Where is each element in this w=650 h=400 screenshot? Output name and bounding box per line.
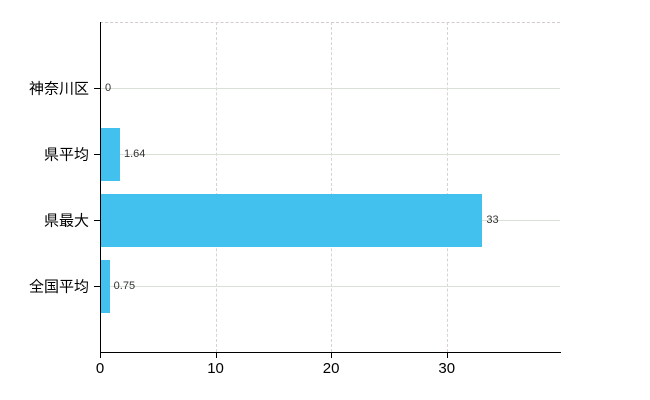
- y-tick-mark: [94, 154, 100, 155]
- y-axis-line: [100, 22, 101, 353]
- x-tick-mark: [215, 353, 217, 358]
- y-tick-mark: [94, 286, 100, 287]
- bar: [101, 127, 120, 181]
- category-label: 神奈川区: [28, 80, 89, 98]
- category-label: 県平均: [43, 146, 89, 164]
- x-tick-label: 30: [438, 360, 456, 377]
- x-tick-label: 20: [322, 360, 340, 377]
- value-label: 33: [486, 214, 499, 226]
- h-gridline: [100, 88, 560, 89]
- plot-top-border: [100, 22, 560, 23]
- x-tick-label: 0: [95, 360, 105, 377]
- v-gridline: [215, 22, 217, 352]
- bar: [101, 193, 483, 247]
- x-axis-line: [100, 352, 561, 353]
- value-label: 0.75: [113, 280, 136, 292]
- v-gridline: [446, 22, 448, 352]
- value-label: 0: [105, 82, 112, 94]
- bar: [101, 259, 110, 313]
- y-tick-mark: [94, 88, 100, 89]
- x-tick-mark: [446, 353, 448, 358]
- x-tick-label: 10: [207, 360, 224, 377]
- x-tick-mark: [100, 353, 101, 358]
- x-tick-mark: [331, 353, 333, 358]
- v-gridline: [331, 22, 333, 352]
- value-label: 1.64: [123, 148, 146, 160]
- category-label: 県最大: [43, 212, 89, 230]
- y-tick-mark: [94, 220, 100, 221]
- category-label: 全国平均: [28, 278, 89, 296]
- h-gridline: [100, 286, 560, 287]
- h-gridline: [100, 154, 560, 155]
